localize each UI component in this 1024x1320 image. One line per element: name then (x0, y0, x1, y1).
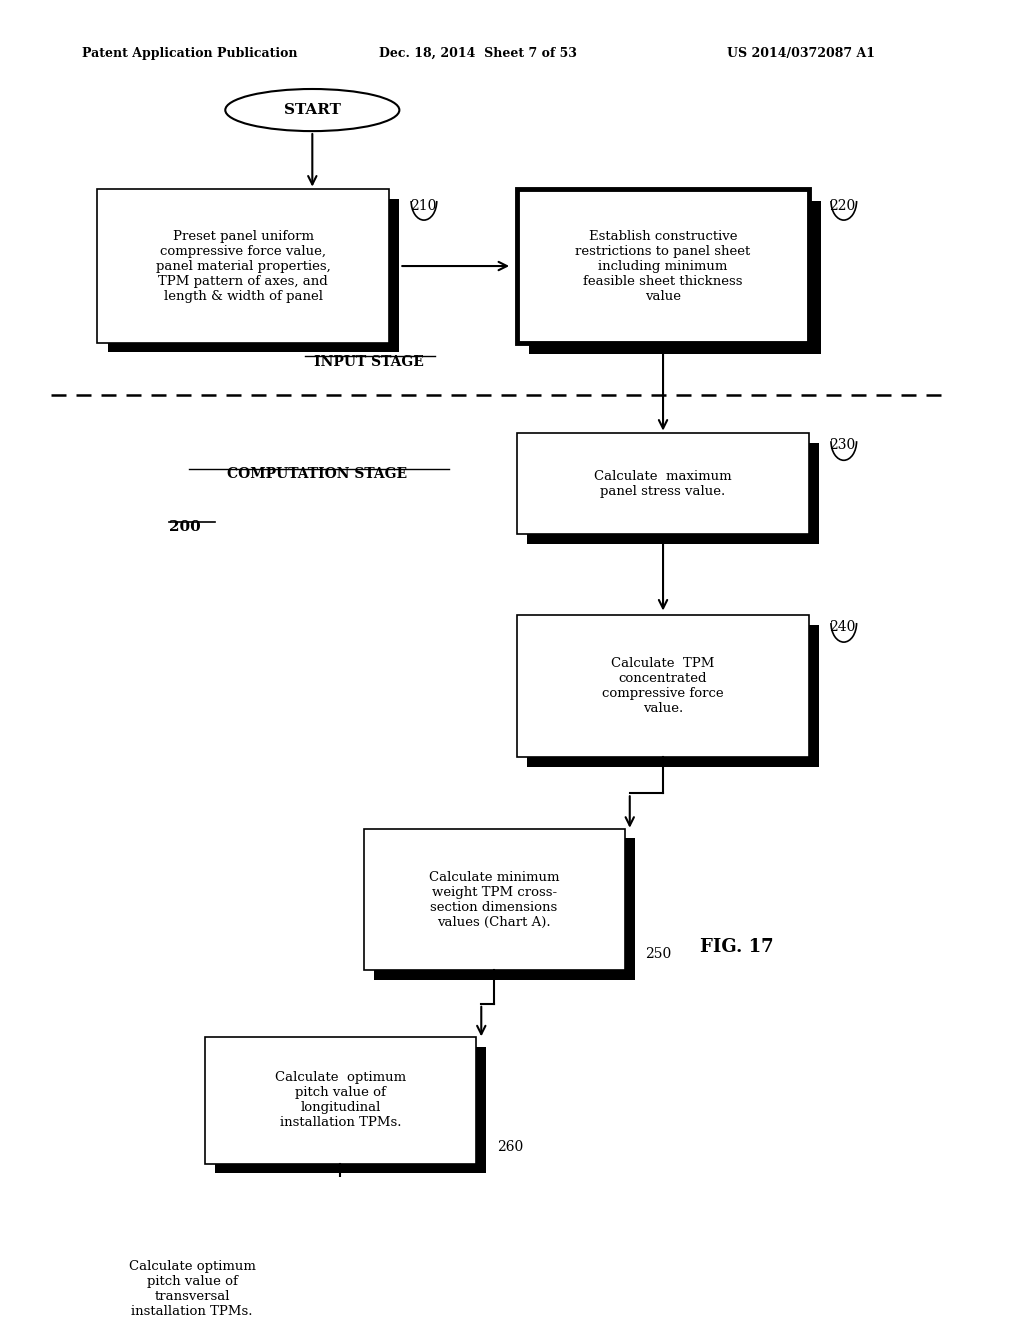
Text: Dec. 18, 2014  Sheet 7 of 53: Dec. 18, 2014 Sheet 7 of 53 (379, 46, 577, 59)
Text: 220: 220 (829, 199, 856, 213)
FancyBboxPatch shape (517, 433, 809, 535)
Text: Patent Application Publication: Patent Application Publication (82, 46, 297, 59)
FancyBboxPatch shape (205, 1038, 476, 1164)
Text: 230: 230 (829, 438, 856, 453)
Text: 210: 210 (410, 199, 436, 213)
FancyBboxPatch shape (529, 201, 821, 354)
FancyBboxPatch shape (364, 829, 625, 970)
Text: US 2014/0372087 A1: US 2014/0372087 A1 (727, 46, 876, 59)
FancyBboxPatch shape (56, 1226, 328, 1320)
Text: INPUT STAGE: INPUT STAGE (313, 355, 424, 370)
FancyBboxPatch shape (517, 190, 809, 343)
Text: COMPUTATION STAGE: COMPUTATION STAGE (227, 467, 408, 480)
FancyBboxPatch shape (374, 838, 635, 979)
Text: 200: 200 (169, 520, 201, 533)
Text: Calculate minimum
weight TPM cross-
section dimensions
values (Chart A).: Calculate minimum weight TPM cross- sect… (429, 870, 559, 928)
Text: FIG. 17: FIG. 17 (700, 939, 774, 957)
Text: Calculate  maximum
panel stress value.: Calculate maximum panel stress value. (594, 470, 732, 498)
FancyBboxPatch shape (527, 624, 819, 767)
FancyBboxPatch shape (108, 199, 399, 352)
FancyBboxPatch shape (517, 615, 809, 756)
Text: Establish constructive
restrictions to panel sheet
including minimum
feasible sh: Establish constructive restrictions to p… (575, 230, 751, 302)
Text: 250: 250 (645, 946, 672, 961)
FancyBboxPatch shape (67, 1236, 338, 1320)
Text: Preset panel uniform
compressive force value,
panel material properties,
TPM pat: Preset panel uniform compressive force v… (156, 230, 331, 302)
Text: Calculate optimum
pitch value of
transversal
installation TPMs.: Calculate optimum pitch value of transve… (129, 1261, 255, 1317)
Text: START: START (284, 103, 341, 117)
Ellipse shape (225, 88, 399, 131)
FancyBboxPatch shape (215, 1047, 486, 1173)
Text: 260: 260 (497, 1140, 523, 1154)
FancyBboxPatch shape (97, 190, 389, 343)
Text: Calculate  optimum
pitch value of
longitudinal
installation TPMs.: Calculate optimum pitch value of longitu… (274, 1072, 407, 1130)
Text: Calculate  TPM
concentrated
compressive force
value.: Calculate TPM concentrated compressive f… (602, 657, 724, 715)
Text: 240: 240 (829, 620, 856, 634)
FancyBboxPatch shape (527, 444, 819, 544)
